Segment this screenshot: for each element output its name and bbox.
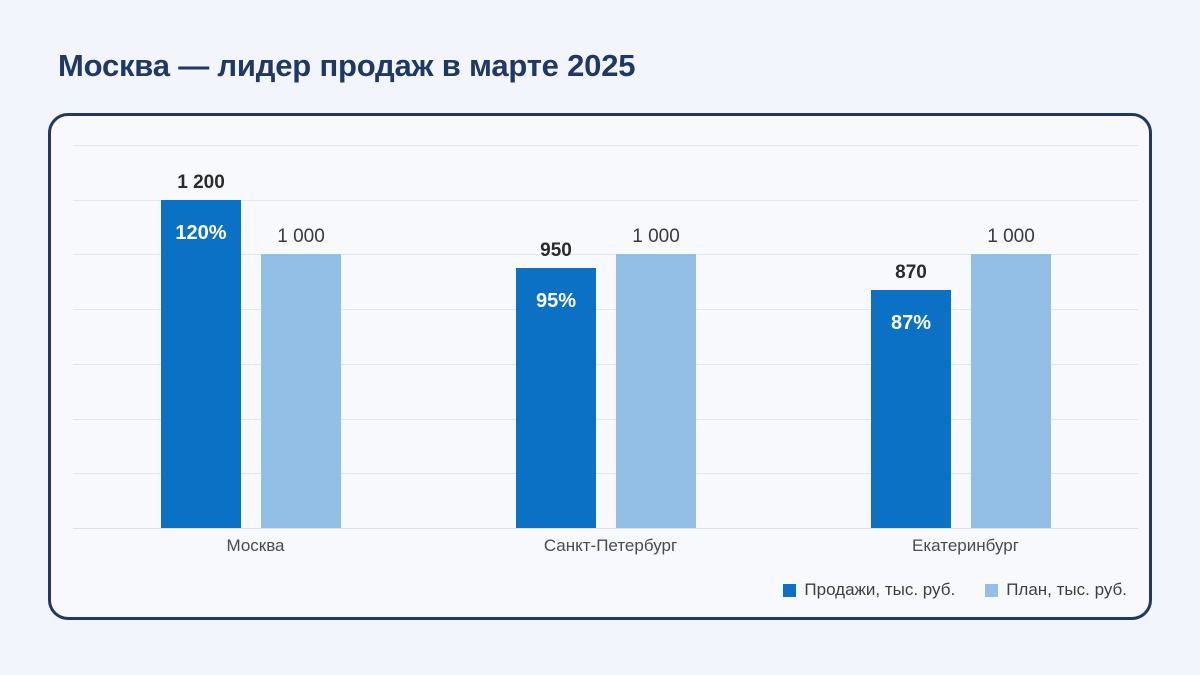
bar-plan[interactable]	[616, 254, 696, 528]
legend-label: План, тыс. руб.	[1006, 580, 1127, 599]
bar-group-yekaterinburg: 870 87% 1 000	[783, 145, 1138, 528]
bar-group-moscow: 1 200 120% 1 000	[73, 145, 428, 528]
bar-value-label: 1 000	[277, 226, 325, 247]
legend-item-plan[interactable]: План, тыс. руб.	[985, 580, 1127, 600]
bar-wrap-actual: 950 95%	[516, 240, 596, 528]
chart-legend: Продажи, тыс. руб. План, тыс. руб.	[783, 580, 1127, 600]
page-title: Москва — лидер продаж в марте 2025	[58, 48, 636, 83]
bar-percent-label: 87%	[890, 312, 932, 334]
bar-actual[interactable]: 95%	[516, 268, 596, 528]
bar-wrap-actual: 1 200 120%	[161, 172, 241, 528]
bar-wrap-actual: 870 87%	[871, 262, 951, 528]
bar-value-label: 950	[540, 240, 572, 261]
category-label-saint-petersburg: Санкт-Петербург	[543, 536, 678, 555]
category-label-yekaterinburg: Екатеринбург	[912, 536, 1019, 555]
bar-percent-label: 120%	[175, 222, 227, 244]
bar-wrap-plan: 1 000	[616, 226, 696, 528]
bar-value-label: 1 000	[987, 226, 1035, 247]
bar-plan[interactable]	[971, 254, 1051, 528]
bar-percent-label: 95%	[535, 290, 577, 312]
bar-actual[interactable]: 120%	[161, 200, 241, 528]
bar-wrap-plan: 1 000	[261, 226, 341, 528]
gridline	[73, 528, 1138, 529]
legend-swatch-icon	[985, 583, 999, 597]
legend-label: Продажи, тыс. руб.	[804, 580, 956, 599]
bar-actual[interactable]: 87%	[871, 290, 951, 528]
bar-value-label: 1 000	[632, 226, 680, 247]
bar-group-saint-petersburg: 950 95% 1 000	[428, 145, 783, 528]
bar-wrap-plan: 1 000	[971, 226, 1051, 528]
bar-value-label: 870	[895, 262, 927, 283]
chart-bar-groups: 1 200 120% 1 000 950	[73, 145, 1138, 528]
legend-item-sales[interactable]: Продажи, тыс. руб.	[783, 580, 955, 600]
category-label-moscow: Москва	[226, 536, 285, 555]
chart-card: 1 200 120% 1 000 950	[48, 113, 1152, 620]
bar-plan[interactable]	[261, 254, 341, 528]
chart-category-axis: Москва Санкт-Петербург Екатеринбург	[73, 536, 1138, 556]
bar-value-label: 1 200	[177, 172, 225, 193]
legend-swatch-icon	[783, 583, 797, 597]
chart-plot-area: 1 200 120% 1 000 950	[73, 145, 1138, 529]
